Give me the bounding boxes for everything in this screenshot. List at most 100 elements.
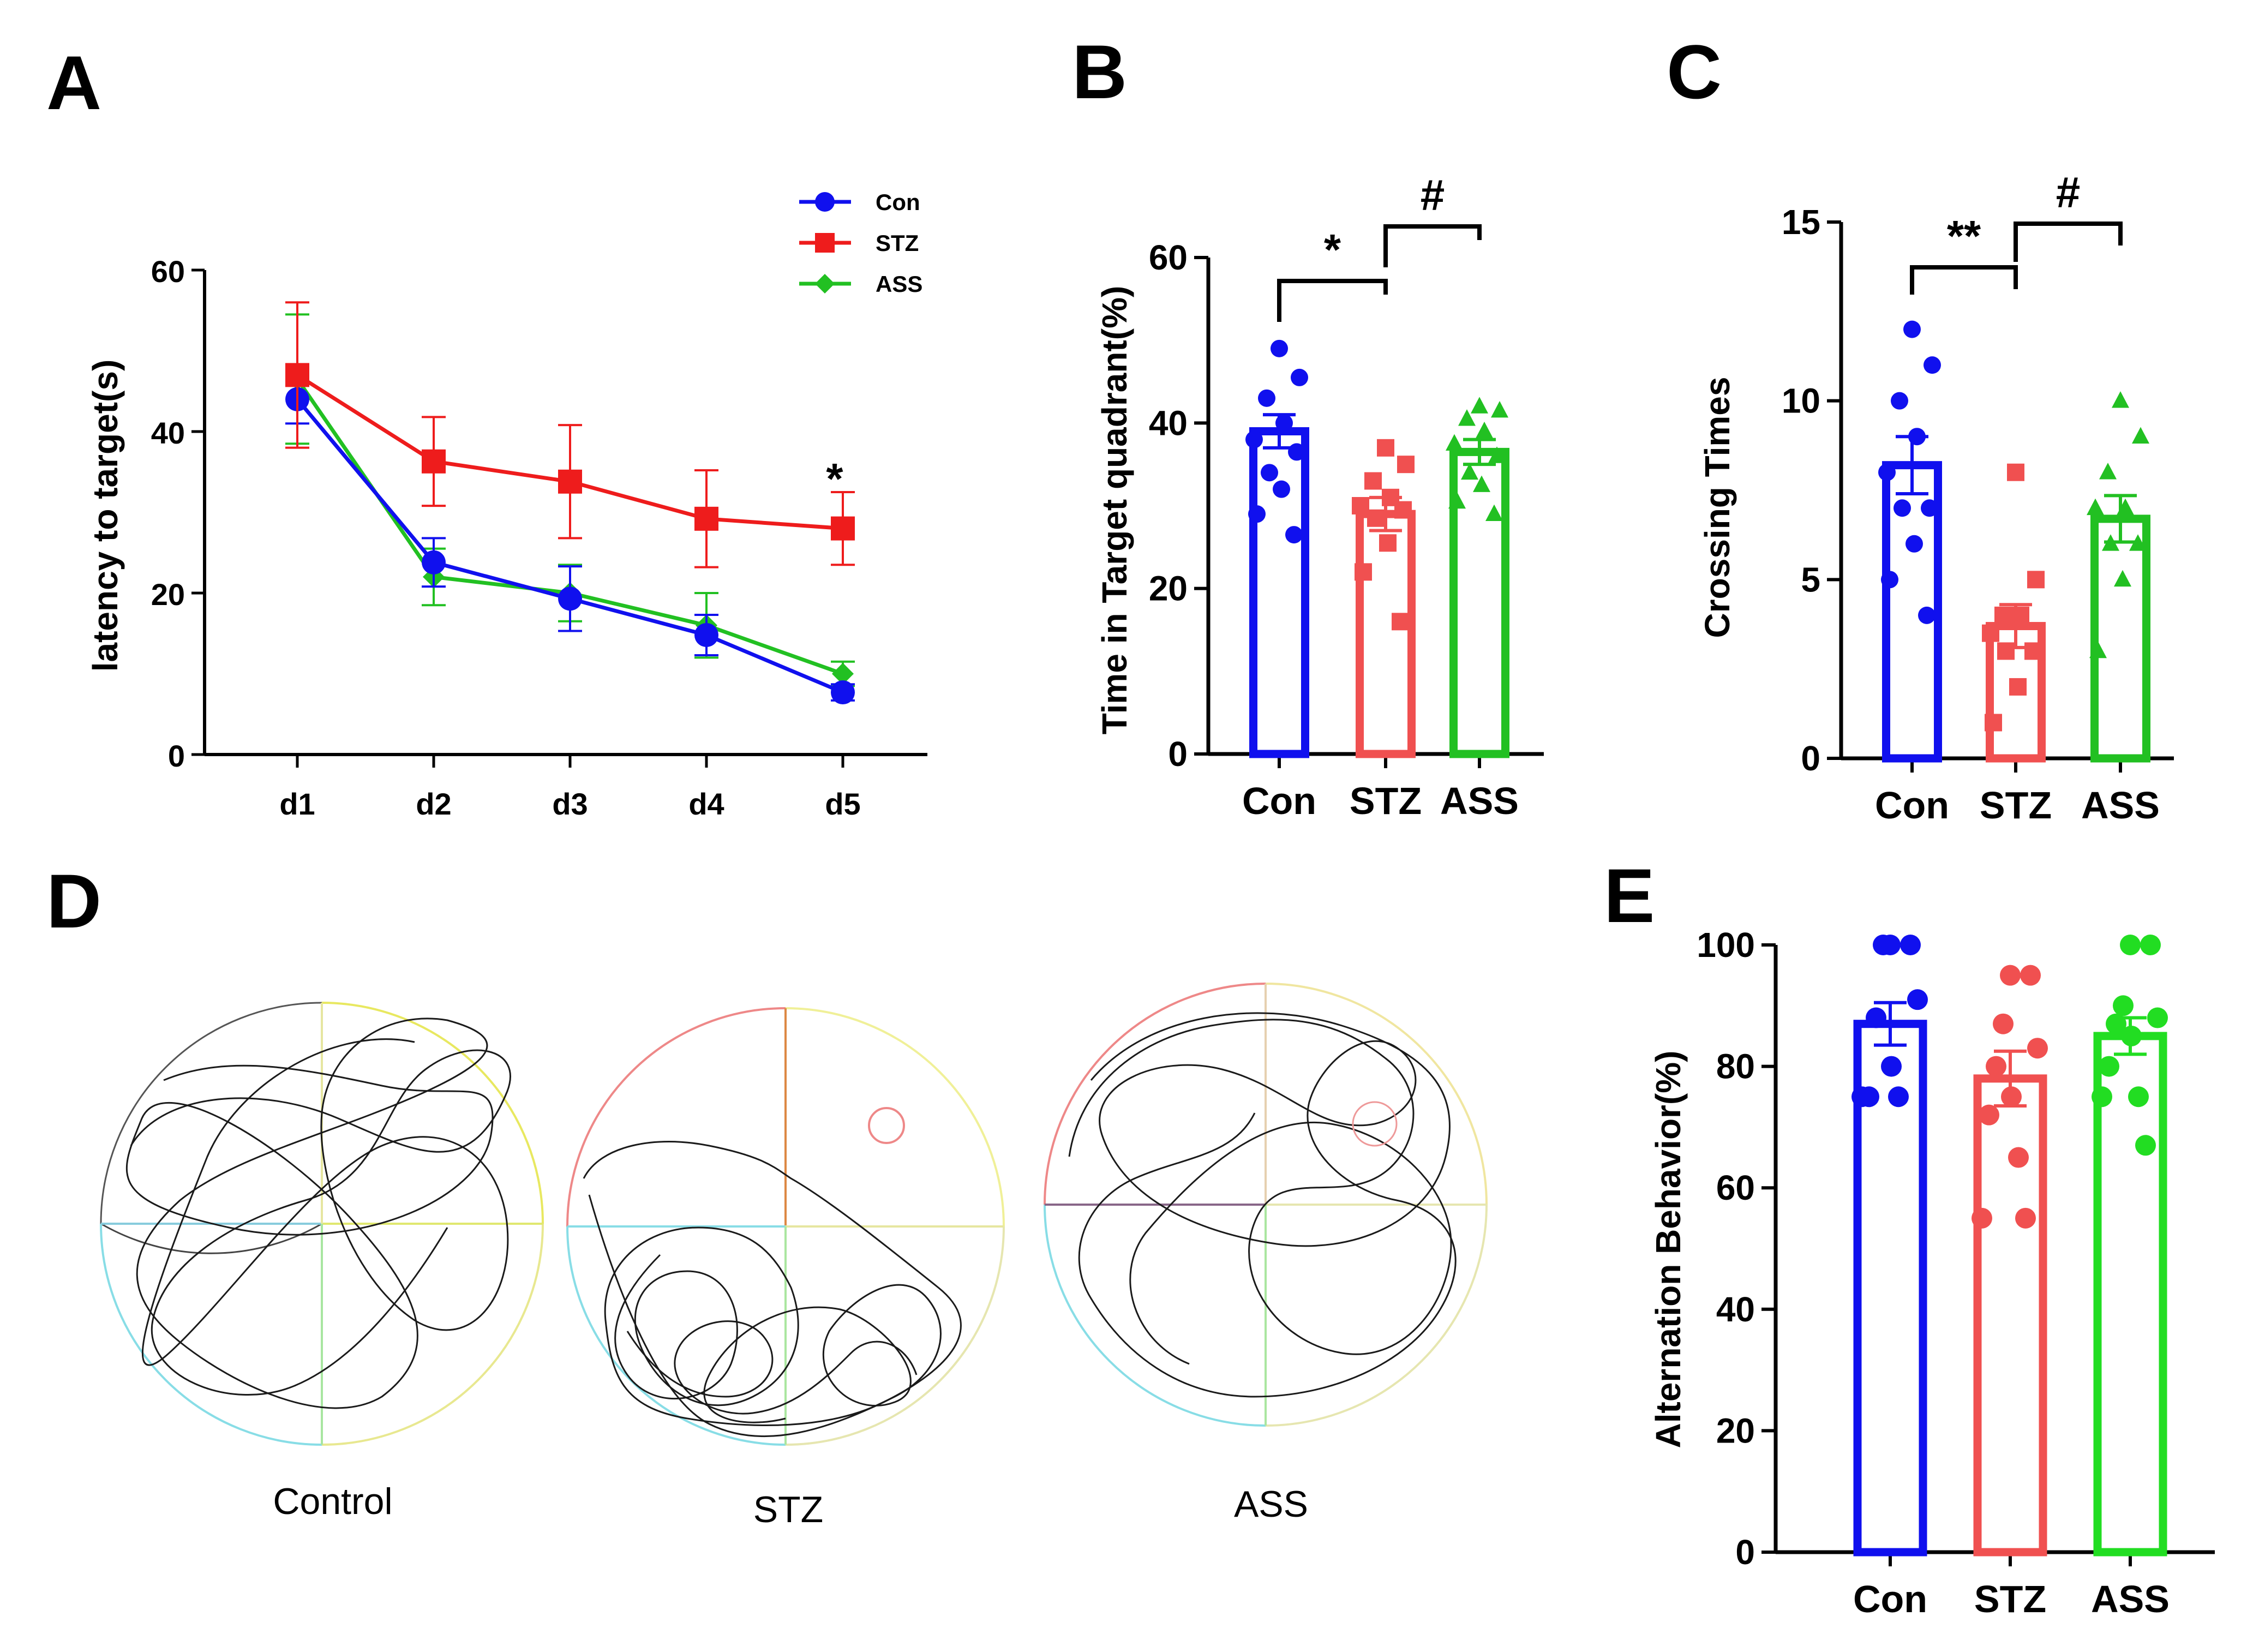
line-chart-x-tick-label: d1 <box>279 787 315 821</box>
data-point-ass <box>2120 935 2141 955</box>
data-point-stz <box>2027 571 2045 589</box>
data-point-con <box>1924 356 1941 374</box>
bar-chart-c-axes: 0 5 10 15 Con STZ ASS <box>1782 202 2174 827</box>
bar-chart-x-tick-label: Con <box>1853 1578 1927 1620</box>
bar-chart-y-tick-label: 80 <box>1716 1047 1755 1086</box>
data-point-stz <box>1379 534 1397 552</box>
bar-chart-y-tick-label: 0 <box>1168 734 1188 774</box>
bar-chart-x-tick-label: Con <box>1875 784 1949 827</box>
legend-marker-con <box>815 192 835 212</box>
data-point-stz <box>2027 1038 2048 1059</box>
maze-caption-control: Control <box>273 1481 392 1522</box>
bar-chart-c-marks: ** # <box>1878 168 2150 763</box>
data-point-stz <box>1997 642 2015 660</box>
significance-label: * <box>1324 225 1341 274</box>
significance-bracket <box>1910 265 2018 295</box>
data-point-ass <box>1485 504 1503 521</box>
data-point-stz <box>2007 463 2024 481</box>
data-point-con <box>1851 1086 1872 1108</box>
panel-letter-e: E <box>1604 853 1655 938</box>
data-point-con <box>1908 428 1926 446</box>
legend-label-stz: STZ <box>876 230 919 256</box>
data-point-stz <box>2020 965 2041 986</box>
bar-chart-y-tick-label: 40 <box>1149 403 1188 442</box>
data-point-con <box>1900 935 1921 955</box>
bar-stz <box>1973 1074 2047 1557</box>
data-point-con <box>1921 499 1938 517</box>
data-point-stz <box>1392 613 1409 631</box>
bar-chart-target-quadrant: 0 20 40 60 Con STZ ASS Time in Target quadrant… <box>1095 171 1544 822</box>
data-point-con <box>1288 443 1305 461</box>
panel-letter-a: A <box>46 40 101 125</box>
maze-caption-ass: ASS <box>1234 1483 1308 1525</box>
data-point-stz <box>2012 606 2029 624</box>
data-point-con <box>1245 430 1263 448</box>
data-point-ass <box>2102 534 2119 551</box>
line-chart-x-tick-label: d4 <box>688 787 724 821</box>
bar-chart-crossing-times: 0 5 10 15 Con STZ ASS Crossing Times ** # <box>1698 168 2174 827</box>
data-point-ass <box>2121 1025 2142 1046</box>
data-point-stz <box>285 363 309 387</box>
line-chart-x-tick-label: d2 <box>416 787 451 821</box>
bar-chart-e-marks <box>1851 935 2168 1557</box>
data-point-stz <box>422 449 446 474</box>
data-point-con <box>1891 392 1908 410</box>
data-point-stz <box>1355 563 1372 581</box>
bar-ass <box>1449 447 1509 758</box>
data-point-con <box>1275 414 1293 432</box>
data-point-con <box>1906 535 1923 553</box>
bar-chart-x-tick-label: ASS <box>2091 1578 2170 1620</box>
line-chart-y-tick-label: 40 <box>151 416 185 450</box>
bar-chart-y-tick-label: 5 <box>1801 560 1820 599</box>
bar-chart-b-axes: 0 20 40 60 Con STZ ASS <box>1149 238 1544 822</box>
line-chart-y-tick-label: 0 <box>168 739 185 773</box>
bar-ass <box>2093 1032 2167 1557</box>
data-point-stz <box>1994 606 2012 624</box>
line-chart-x-tick-label: d3 <box>552 787 588 821</box>
data-point-ass <box>2117 498 2134 516</box>
data-point-stz <box>1985 714 2002 732</box>
significance-bracket <box>1383 224 1482 267</box>
data-point-con <box>1291 368 1308 386</box>
data-point-stz <box>1352 497 1369 514</box>
data-point-ass <box>1458 409 1476 426</box>
data-point-stz <box>1982 624 1999 642</box>
data-point-stz <box>694 506 718 531</box>
data-point-con <box>1285 526 1303 544</box>
panel-letter-d: D <box>46 858 101 944</box>
data-point-ass <box>1473 475 1490 492</box>
data-point-stz <box>2024 642 2042 660</box>
line-chart-axes: 0 20 40 60 d1 d2 d3 d4 d5 <box>151 254 927 821</box>
data-point-ass <box>2099 463 2117 480</box>
bar-chart-y-tick-label: 60 <box>1149 238 1188 277</box>
maze-caption-stz: STZ <box>753 1489 823 1530</box>
data-point-stz <box>1364 472 1382 490</box>
data-point-ass <box>2129 534 2147 551</box>
bar-chart-x-tick-label: ASS <box>1440 780 1519 822</box>
bar-chart-b-y-label: Time in Target quadrant(%) <box>1095 286 1134 735</box>
panel-letter-b: B <box>1072 29 1127 115</box>
bar-chart-x-tick-label: Con <box>1242 780 1316 822</box>
data-point-ass <box>2106 1013 2126 1034</box>
data-point-con <box>831 680 855 705</box>
bar-chart-alternation: 0 20 40 60 80 100 Con STZ ASS Alternation Behavi… <box>1649 925 2215 1620</box>
significance-label: ** <box>1947 212 1981 260</box>
data-point-stz <box>1394 501 1412 519</box>
data-point-stz <box>2015 1207 2036 1229</box>
bar-chart-x-tick-label: STZ <box>1980 784 2052 827</box>
data-point-ass <box>1476 421 1493 439</box>
bar-chart-x-tick-label: STZ <box>1350 780 1422 822</box>
data-point-ass <box>1446 434 1463 451</box>
maze-control: Control <box>100 1002 544 1522</box>
bar-chart-y-tick-label: 100 <box>1697 925 1755 965</box>
data-point-ass <box>2112 391 2129 408</box>
line-chart-y-label: latency to target(s) <box>86 360 125 672</box>
data-point-ass <box>2140 935 2161 955</box>
data-point-con <box>1903 320 1921 338</box>
data-point-ass <box>2147 1007 2168 1028</box>
data-point-con <box>694 623 718 647</box>
line-chart-legend: Con STZ ASS <box>799 189 922 297</box>
data-point-con <box>1248 505 1266 523</box>
data-point-stz <box>2001 1086 2022 1108</box>
